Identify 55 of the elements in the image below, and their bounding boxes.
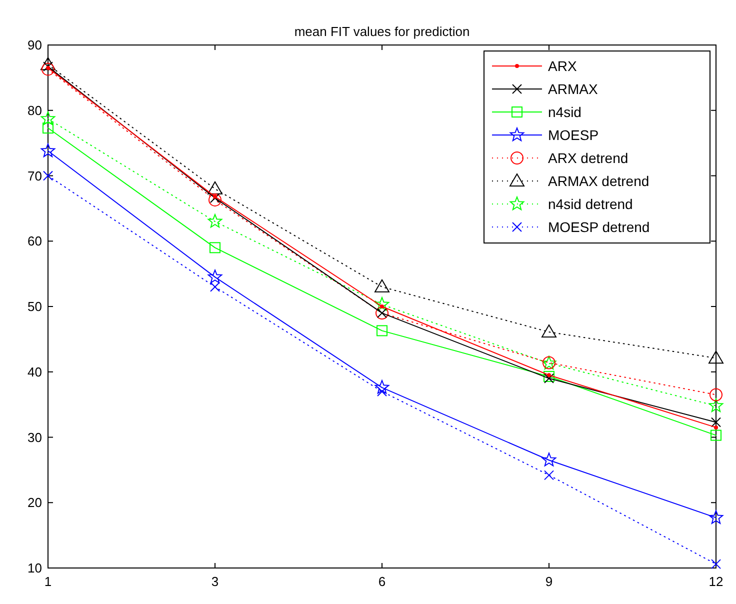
point <box>708 350 724 364</box>
point <box>208 181 222 194</box>
y-tick-label: 30 <box>28 430 42 445</box>
y-tick-label: 90 <box>28 38 42 53</box>
point <box>40 57 56 70</box>
point <box>374 279 390 292</box>
y-tick-label: 10 <box>28 560 42 576</box>
point <box>208 193 222 206</box>
y-tick-label: 40 <box>28 364 42 380</box>
legend-label: MOESP <box>548 126 599 143</box>
point <box>42 62 54 76</box>
legend-label: ARMAX detrend <box>548 172 650 189</box>
point <box>374 380 390 394</box>
point <box>210 242 220 254</box>
point <box>43 170 53 181</box>
y-tick-label: 50 <box>28 299 42 314</box>
point <box>710 388 722 402</box>
point <box>544 470 554 480</box>
point <box>380 304 384 308</box>
point <box>208 270 222 284</box>
y-tick-label: 60 <box>28 234 42 249</box>
x-tick-label: 12 <box>708 574 724 589</box>
point <box>542 324 556 338</box>
point <box>544 370 554 382</box>
x-tick-label: 9 <box>545 574 553 589</box>
legend-label: MOESP detrend <box>548 218 650 235</box>
x-tick-label: 1 <box>44 574 52 589</box>
point <box>42 122 54 134</box>
point <box>210 282 220 292</box>
point <box>708 510 724 524</box>
y-tick-label: 70 <box>28 168 42 184</box>
point <box>40 143 56 158</box>
point <box>374 297 390 311</box>
point <box>542 452 556 466</box>
x-tick-label: 6 <box>378 574 386 589</box>
x-tick-label: 3 <box>211 574 219 589</box>
legend-label: ARX detrend <box>548 150 628 166</box>
legend-label: n4sid detrend <box>548 196 633 212</box>
point <box>376 325 388 336</box>
point <box>711 417 721 428</box>
point <box>711 559 721 570</box>
legend-label: ARX <box>548 58 578 74</box>
y-tick-label: 20 <box>28 495 42 510</box>
point <box>208 214 222 228</box>
point <box>210 192 220 203</box>
legend-label: n4sid <box>548 104 582 120</box>
y-tick-label: 80 <box>28 102 42 118</box>
point <box>213 194 217 199</box>
chart-title: mean FIT values for prediction <box>294 24 470 39</box>
legend-label: ARMAX <box>548 80 598 97</box>
point <box>708 398 724 412</box>
point <box>544 373 554 384</box>
point <box>710 430 722 441</box>
point <box>40 111 56 126</box>
point <box>714 425 718 430</box>
